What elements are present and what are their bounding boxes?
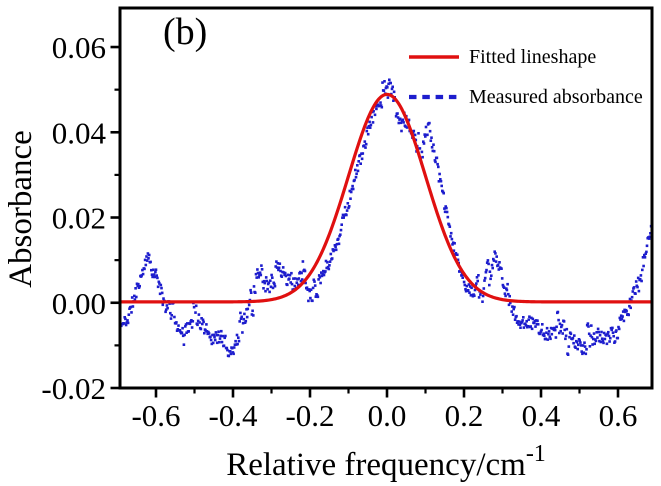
- y-tick-label: 0.04: [52, 115, 107, 150]
- measured-dash-swatch-icon: [409, 94, 459, 100]
- y-tick-label: 0.00: [52, 286, 106, 321]
- legend-item-measured: Measured absorbance: [408, 77, 643, 117]
- x-tick-label: -0.4: [208, 398, 258, 433]
- fitted-line-swatch-icon: [409, 55, 459, 59]
- y-tick-label: 0.06: [52, 30, 106, 65]
- x-tick-label: -0.6: [131, 398, 180, 433]
- x-tick-label: 0.0: [368, 398, 407, 433]
- y-tick-label: -0.02: [41, 371, 106, 406]
- panel-label: (b): [163, 11, 208, 53]
- y-axis-title: Absorbance: [3, 130, 39, 288]
- x-tick-label: -0.2: [285, 398, 334, 433]
- x-tick-label: 0.4: [522, 398, 561, 433]
- legend-label-fitted: Fitted lineshape: [469, 45, 597, 68]
- measured-points: [120, 78, 653, 358]
- y-tick-label: 0.02: [52, 201, 106, 236]
- legend: Fitted lineshape Measured absorbance: [408, 37, 643, 117]
- fitted-line: [118, 92, 653, 304]
- legend-label-measured: Measured absorbance: [469, 85, 643, 108]
- x-tick-label: 0.6: [599, 398, 638, 433]
- x-tick-label: 0.2: [445, 398, 484, 433]
- x-axis-title: Relative frequency/cm-1: [120, 434, 652, 483]
- legend-item-fitted: Fitted lineshape: [408, 37, 643, 77]
- x-axis-title-exponent: -1: [525, 441, 546, 467]
- x-axis-title-text: Relative frequency/cm: [226, 447, 526, 483]
